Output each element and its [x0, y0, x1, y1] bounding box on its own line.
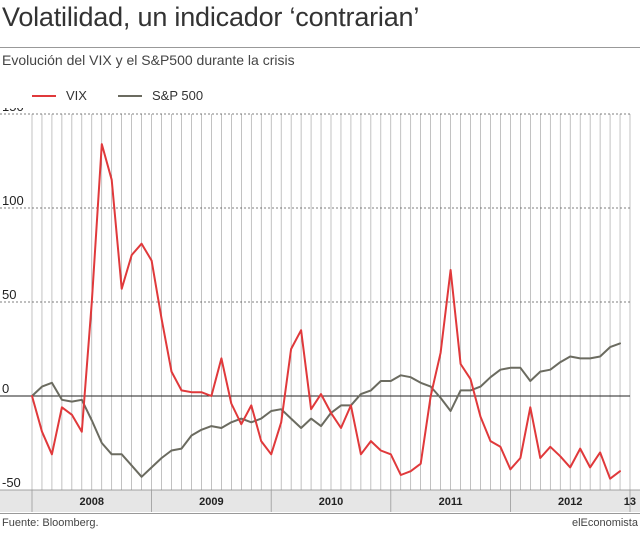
year-tick-label: 13 — [624, 496, 636, 508]
legend-swatch-vix — [32, 94, 56, 97]
series-line-sp500 — [31, 342, 621, 478]
brand-logo: elEconomista — [571, 517, 638, 529]
y-tick-label: 150 — [2, 108, 24, 114]
chart-subtitle: Evolución del VIX y el S&P500 durante la… — [2, 52, 295, 68]
line-chart: -50 0 50 100 150 2008 2009 2010 2011 2012 13 — [0, 108, 640, 512]
y-tick-label: 50 — [2, 287, 16, 302]
legend: VIX S&P 500 — [0, 88, 640, 106]
series-line-vix — [31, 143, 621, 480]
year-tick-label: 2011 — [439, 496, 463, 508]
year-tick-label: 2009 — [199, 496, 223, 508]
year-axis-band — [0, 490, 640, 512]
y-tick-label: -50 — [2, 475, 21, 490]
legend-item-sp500: S&P 500 — [118, 88, 203, 103]
chart-title: Volatilidad, un indicador ‘contrarian’ — [2, 2, 420, 32]
year-tick-label: 2008 — [80, 496, 104, 508]
footer-divider — [0, 513, 640, 514]
source-note: Fuente: Bloomberg. — [2, 517, 99, 529]
year-tick-label: 2012 — [558, 496, 582, 508]
title-divider — [0, 47, 640, 48]
legend-label-sp500: S&P 500 — [152, 88, 204, 103]
y-tick-label: 0 — [2, 381, 9, 396]
legend-swatch-sp500 — [118, 94, 142, 97]
legend-item-vix: VIX — [32, 88, 87, 103]
y-tick-label: 100 — [2, 193, 24, 208]
year-tick-label: 2010 — [319, 496, 343, 508]
legend-label-vix: VIX — [66, 88, 87, 103]
